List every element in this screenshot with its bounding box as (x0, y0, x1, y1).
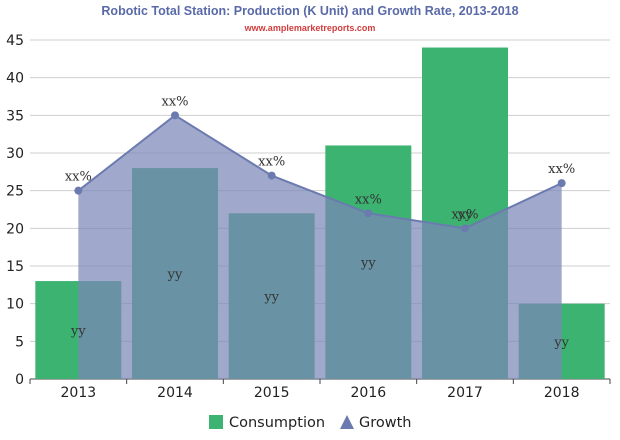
growth-point (557, 179, 566, 188)
x-axis-ticks: 2013 2014 2015 2016 2017 2018 (29, 379, 611, 401)
consumption-value-label: yy (553, 335, 569, 350)
growth-point (171, 111, 179, 120)
consumption-value-label: yy (263, 290, 279, 305)
growth-value-label: xx% (548, 162, 575, 177)
growth-point (267, 171, 276, 180)
y-tick-label: 35 (6, 108, 24, 124)
x-tick-label: 2018 (544, 385, 580, 401)
legend-item-consumption[interactable]: Consumption (209, 415, 325, 431)
consumption-value-label: yy (167, 268, 183, 283)
y-tick-label: 25 (6, 184, 24, 200)
y-tick-label: 5 (15, 334, 24, 350)
y-tick-label: 40 (6, 71, 24, 87)
y-tick-label: 10 (6, 297, 24, 313)
legend-swatch-square-icon (209, 415, 223, 429)
legend-swatch-triangle-icon (340, 415, 354, 429)
consumption-value-label: yy (70, 324, 86, 339)
y-axis-ticks: 0 5 10 15 20 25 30 35 40 45 (6, 33, 24, 388)
x-tick-label: 2015 (254, 385, 290, 401)
growth-value-label: xx% (161, 94, 188, 109)
x-tick-label: 2014 (157, 385, 193, 401)
legend[interactable]: Consumption Growth (209, 415, 412, 431)
growth-value-label: xx% (65, 170, 92, 185)
growth-point (74, 186, 83, 195)
consumption-value-label: yy (360, 256, 376, 271)
growth-area-fill (78, 115, 562, 379)
growth-value-label: xx% (355, 192, 382, 207)
y-tick-label: 15 (6, 259, 24, 275)
y-tick-label: 20 (6, 221, 24, 237)
x-tick-label: 2013 (61, 385, 97, 401)
growth-value-label: xx% (451, 207, 478, 222)
y-tick-label: 45 (6, 33, 24, 49)
growth-area (77, 114, 563, 379)
growth-point (364, 209, 373, 218)
chart-subtitle: www.amplemarketreports.com (244, 23, 376, 33)
y-tick-label: 30 (6, 146, 24, 162)
y-tick-label: 0 (15, 372, 24, 388)
x-tick-label: 2017 (447, 385, 483, 401)
legend-item-growth[interactable]: Growth (340, 415, 412, 431)
legend-label: Growth (359, 415, 412, 431)
growth-point (461, 224, 469, 233)
consumption-value-label: yy (457, 207, 473, 222)
growth-line (77, 114, 563, 230)
chart-title: Robotic Total Station: Production (K Uni… (101, 4, 518, 18)
growth-points (74, 111, 566, 233)
legend-label: Consumption (229, 415, 325, 431)
growth-value-label: xx% (258, 155, 285, 170)
x-tick-label: 2016 (351, 385, 387, 401)
